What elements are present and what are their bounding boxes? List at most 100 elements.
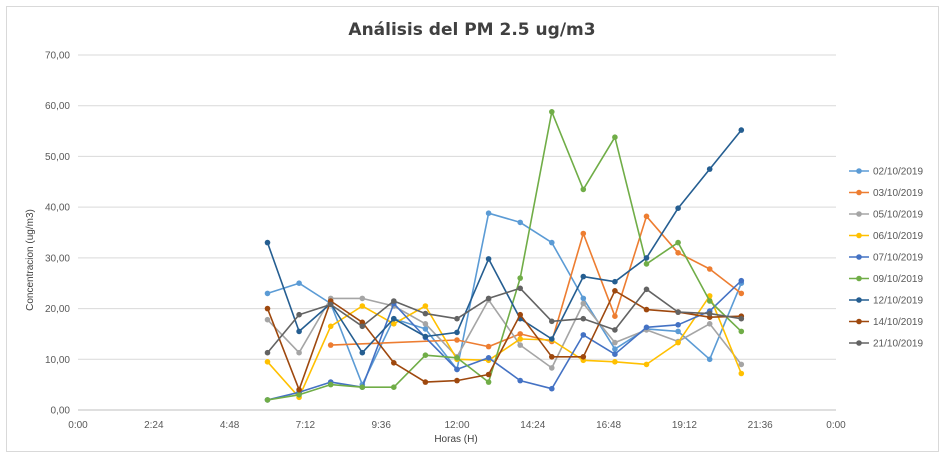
data-point [485, 379, 492, 385]
data-point [580, 230, 587, 237]
data-point [549, 109, 555, 115]
legend-label: 21/10/2019 [873, 339, 923, 350]
series-line [267, 280, 742, 401]
data-point [675, 250, 681, 256]
series-line [267, 111, 742, 401]
data-point [296, 392, 302, 398]
data-point [706, 310, 713, 317]
data-point [612, 278, 618, 285]
data-point [517, 285, 523, 292]
legend-item: 02/10/2019 [849, 167, 923, 178]
legend-item: 12/10/2019 [849, 296, 923, 307]
data-point [738, 277, 745, 284]
data-point [549, 239, 555, 246]
data-point [264, 359, 271, 365]
data-point [359, 349, 366, 356]
x-tick-label: 14:24 [520, 420, 545, 431]
data-point [612, 359, 618, 365]
data-point [485, 343, 492, 350]
y-tick-label: 0,00 [51, 406, 71, 417]
data-point [580, 354, 587, 360]
legend-item: 07/10/2019 [849, 253, 923, 264]
data-point [327, 323, 334, 330]
data-point [612, 327, 618, 333]
data-point [580, 273, 587, 280]
data-point [264, 349, 271, 356]
data-point [264, 290, 271, 297]
data-point [549, 365, 555, 371]
data-point [296, 328, 302, 335]
data-point [422, 310, 429, 317]
data-point [738, 361, 745, 368]
data-point [422, 352, 429, 359]
data-point [549, 385, 555, 392]
data-point [580, 186, 587, 193]
data-point [454, 315, 460, 322]
data-point [485, 355, 492, 361]
x-tick-label: 0:00 [68, 420, 88, 431]
data-point [359, 295, 366, 302]
data-point [391, 360, 397, 366]
data-point [391, 298, 397, 304]
data-point [454, 337, 460, 343]
data-point [643, 361, 650, 368]
series-9 [264, 285, 745, 356]
series-8 [264, 288, 745, 393]
y-tick-label: 60,00 [45, 101, 70, 112]
data-point [327, 342, 334, 348]
data-point [706, 298, 713, 304]
legend-label: 03/10/2019 [873, 188, 923, 199]
legend-label: 12/10/2019 [873, 296, 923, 307]
legend-label: 14/10/2019 [873, 317, 923, 328]
series-line [266, 289, 742, 391]
y-tick-label: 70,00 [45, 51, 70, 62]
data-point [675, 205, 681, 211]
legend-item: 21/10/2019 [849, 339, 923, 350]
data-point [643, 286, 650, 293]
legend-item: 14/10/2019 [849, 317, 923, 328]
legend-swatch-marker [856, 318, 862, 325]
data-point [296, 311, 302, 318]
data-point [517, 336, 523, 342]
data-point [517, 342, 523, 348]
data-point [675, 322, 681, 328]
data-point [706, 321, 713, 327]
legend-item: 03/10/2019 [849, 188, 923, 199]
data-point [643, 261, 650, 267]
data-point [296, 386, 302, 393]
data-point [580, 295, 587, 302]
data-point [517, 377, 523, 384]
data-point [485, 295, 492, 302]
data-point [580, 315, 587, 322]
x-tick-label: 19:12 [672, 420, 697, 431]
x-axis-title: Horas (H) [434, 434, 477, 445]
legend-swatch-marker [856, 297, 862, 303]
data-point [517, 275, 523, 281]
data-point [643, 213, 650, 220]
legend-label: 02/10/2019 [873, 167, 923, 178]
chart-title: Análisis del PM 2.5 ug/m3 [348, 20, 595, 40]
data-point [612, 288, 618, 294]
legend-item: 06/10/2019 [849, 231, 923, 242]
x-tick-label: 7:12 [296, 420, 316, 431]
data-point [612, 346, 618, 352]
data-point [422, 379, 429, 385]
y-tick-label: 30,00 [45, 253, 70, 264]
legend-item: 05/10/2019 [849, 210, 923, 221]
x-tick-label: 0:00 [826, 420, 846, 431]
data-point [359, 323, 366, 330]
data-point [296, 349, 302, 356]
x-axis-ticks: 0:00 2:24 4:48 7:12 9:36 12:00 14:24 16:48 19:12… [68, 420, 846, 431]
series-7 [264, 127, 745, 356]
data-point [422, 303, 429, 309]
data-point [549, 336, 555, 342]
data-point [643, 306, 650, 313]
legend-swatch-marker [856, 211, 862, 217]
data-point [391, 384, 397, 391]
legend-item: 09/10/2019 [849, 274, 923, 285]
data-point [706, 266, 713, 272]
y-axis-title: Concentracion (ug/m3) [25, 209, 36, 311]
data-point [422, 326, 429, 332]
data-point [485, 371, 492, 378]
